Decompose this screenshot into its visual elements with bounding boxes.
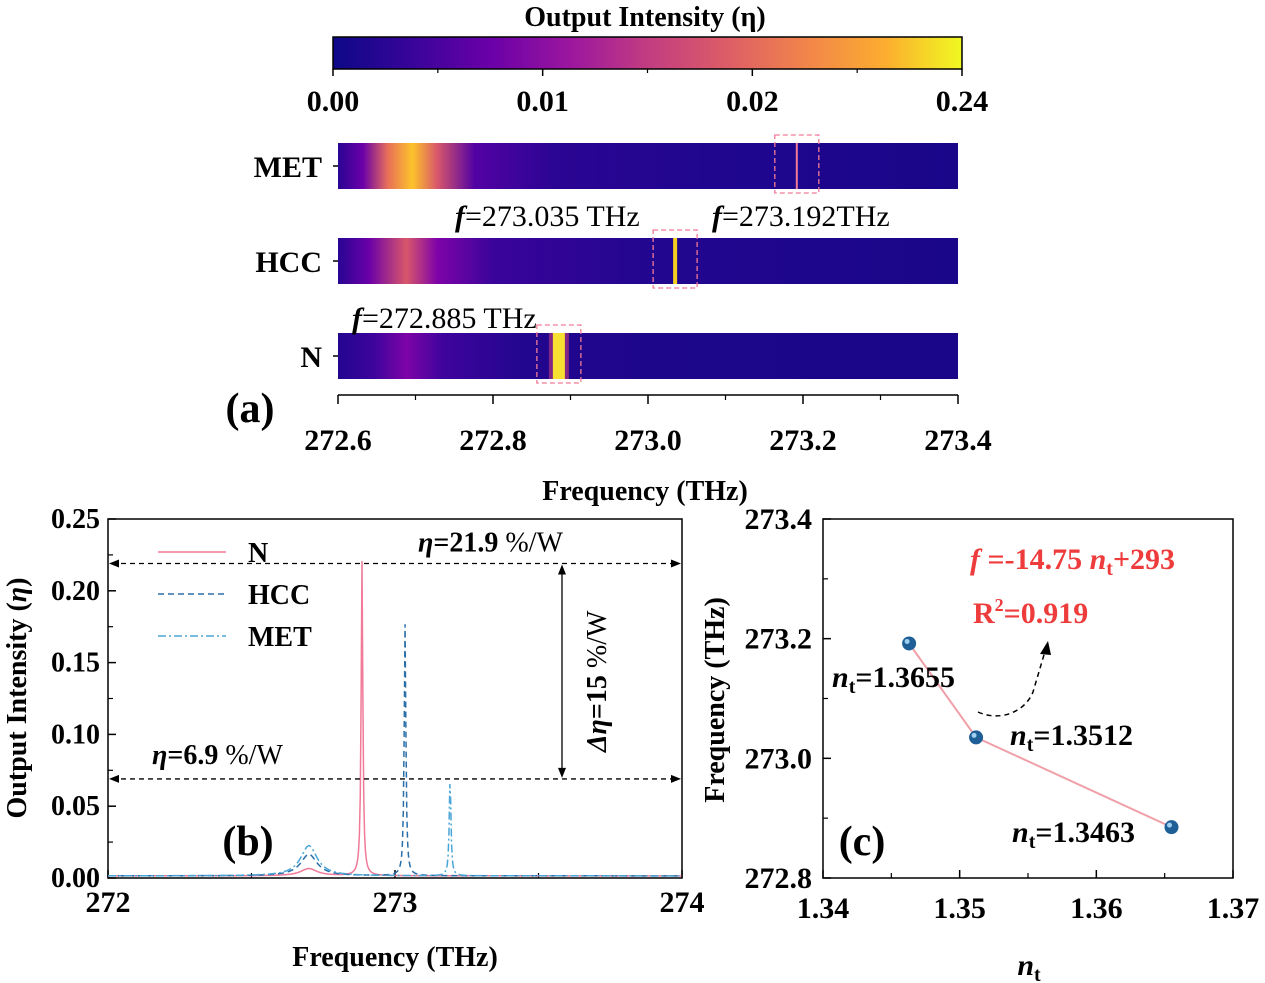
b-bottom-annotation: η=6.9 %/W bbox=[152, 740, 283, 771]
colorbar-tick-label: 0.00 bbox=[307, 85, 360, 118]
panel-c: 1.34 1.35 1.36 1.37 272.8 273.0 273.2 273.4 nt=… bbox=[700, 503, 1259, 983]
b-annotations: η=21.9 %/W η=6.9 %/W Δη=15 %/W bbox=[109, 528, 681, 783]
heatmap-row-labels: MET HCC N bbox=[254, 151, 323, 374]
c-y-tick-label: 272.8 bbox=[745, 862, 813, 895]
c-point-highlight bbox=[904, 638, 910, 644]
a-panel-label: (a) bbox=[226, 386, 275, 432]
c-x-tick-label: 1.37 bbox=[1207, 892, 1260, 925]
c-point-highlight bbox=[1167, 822, 1172, 828]
legend-label-met: MET bbox=[248, 622, 312, 653]
peak-line-n bbox=[552, 333, 565, 379]
curved-arrow-head bbox=[1040, 641, 1051, 655]
peak-labels: f=273.035 THz f=273.192THz f=272.885 THz bbox=[352, 200, 890, 335]
row-label-met: MET bbox=[254, 151, 322, 184]
c-y-label: Frequency (THz) bbox=[700, 597, 731, 803]
a-x-tick-label: 273.4 bbox=[924, 424, 992, 457]
b-curves bbox=[108, 561, 682, 877]
b-y-tick-label: 0.05 bbox=[51, 791, 100, 822]
b-bottom-level-line-head-right bbox=[671, 774, 681, 783]
b-delta-arrow-head-top bbox=[558, 564, 566, 575]
b-delta-annotation: Δη=15 %/W bbox=[582, 610, 613, 753]
c-point-label: nt=1.3512 bbox=[1010, 719, 1133, 756]
b-x-tick-label: 274 bbox=[660, 886, 705, 919]
b-legend: N HCC MET bbox=[158, 538, 312, 653]
peak-box-met bbox=[774, 134, 820, 194]
legend-label-n: N bbox=[248, 538, 268, 569]
b-x-label: Frequency (THz) bbox=[292, 942, 498, 973]
b-y-tick-label: 0.10 bbox=[51, 719, 100, 750]
c-y-tick-label: 273.0 bbox=[745, 742, 813, 775]
colorbar-tick-label: 0.01 bbox=[516, 85, 569, 118]
a-x-ticks: 272.6 272.8 273.0 273.2 273.4 bbox=[304, 395, 992, 457]
colorbar-ticks bbox=[332, 69, 963, 76]
b-top-level-line-head-right bbox=[671, 559, 681, 568]
a-x-label: Frequency (THz) bbox=[542, 476, 748, 507]
c-x-tick-label: 1.36 bbox=[1070, 892, 1123, 925]
b-bottom-level-line-head-left bbox=[109, 774, 119, 783]
r-squared: R2=0.919 bbox=[973, 595, 1088, 630]
b-top-annotation: η=21.9 %/W bbox=[418, 528, 563, 559]
c-y-tick-label: 273.2 bbox=[745, 623, 813, 656]
b-curve-met bbox=[108, 784, 682, 877]
colorbar-title: Output Intensity (η) bbox=[524, 2, 766, 33]
heatmap-rows bbox=[333, 134, 958, 384]
b-y-tick-label: 0.15 bbox=[51, 648, 100, 679]
b-delta-arrow-head-bottom bbox=[558, 767, 566, 778]
c-point bbox=[902, 636, 917, 651]
b-curve-hcc bbox=[108, 624, 682, 877]
colorbar-tick-label: 0.24 bbox=[936, 85, 989, 118]
heatmap-row-met bbox=[338, 143, 958, 189]
colorbar bbox=[332, 36, 963, 70]
b-y-tick-label: 0.20 bbox=[51, 576, 100, 607]
curved-arrow bbox=[977, 647, 1047, 717]
c-x-label: nt bbox=[1017, 949, 1041, 983]
a-x-tick-label: 273.2 bbox=[769, 424, 837, 457]
a-x-tick-label: 272.8 bbox=[459, 424, 527, 457]
heatmap-row-n bbox=[338, 333, 958, 379]
c-point-highlight bbox=[971, 732, 977, 738]
c-x-tick-label: 1.35 bbox=[933, 892, 986, 925]
peak-line-met bbox=[795, 143, 798, 189]
c-point bbox=[1164, 820, 1179, 835]
colorbar-tick-labels: 0.00 0.01 0.02 0.24 bbox=[307, 85, 989, 118]
b-x-tick-label: 273 bbox=[373, 886, 418, 919]
row-label-n: N bbox=[300, 341, 322, 374]
c-axis-ticks: 1.34 1.35 1.36 1.37 272.8 273.0 273.2 273.4 bbox=[745, 503, 1260, 925]
c-points bbox=[902, 636, 1179, 835]
a-x-tick-label: 273.0 bbox=[614, 424, 682, 457]
c-point-label: nt=1.3463 bbox=[1012, 816, 1135, 853]
c-x-tick-label: 1.34 bbox=[797, 892, 850, 925]
colorbar-tick-label: 0.02 bbox=[726, 85, 779, 118]
b-y-tick-label: 0.00 bbox=[51, 863, 100, 894]
panel-b: 272 273 274 0.00 0.05 0.10 0.15 0.20 0.25 η=21.9… bbox=[2, 504, 705, 973]
b-y-tick-label: 0.25 bbox=[51, 504, 100, 535]
c-point-label: nt=1.3655 bbox=[832, 661, 955, 698]
c-point-labels: nt=1.3655 nt=1.3512 nt=1.3463 bbox=[832, 661, 1135, 853]
fit-equation: f =-14.75 nt+293 bbox=[970, 543, 1175, 580]
panel-a: Output Intensity (η) 0.00 0.01 0.02 0.24 ME… bbox=[226, 2, 992, 507]
peak-box-hcc bbox=[652, 229, 698, 289]
peak-label-hcc: f=273.035 THz bbox=[455, 200, 640, 233]
peak-label-met: f=273.192THz bbox=[712, 200, 890, 233]
row-label-hcc: HCC bbox=[255, 246, 322, 279]
peak-box-n bbox=[536, 324, 582, 384]
b-y-label: Output Intensity (η) bbox=[2, 578, 33, 819]
c-point bbox=[969, 730, 984, 745]
peak-label-n: f=272.885 THz bbox=[352, 302, 537, 335]
a-x-tick-label: 272.6 bbox=[304, 424, 372, 457]
legend-label-hcc: HCC bbox=[248, 580, 310, 611]
b-panel-label: (b) bbox=[222, 819, 273, 865]
c-panel-label: (c) bbox=[839, 819, 886, 865]
b-axis-ticks: 272 273 274 0.00 0.05 0.10 0.15 0.20 0.25 bbox=[51, 504, 705, 919]
heatmap-row-hcc bbox=[338, 238, 958, 284]
b-x-tick-label: 272 bbox=[86, 886, 131, 919]
c-y-tick-label: 273.4 bbox=[745, 503, 813, 536]
peak-line-hcc bbox=[673, 238, 678, 284]
b-top-level-line-head-left bbox=[109, 559, 119, 568]
